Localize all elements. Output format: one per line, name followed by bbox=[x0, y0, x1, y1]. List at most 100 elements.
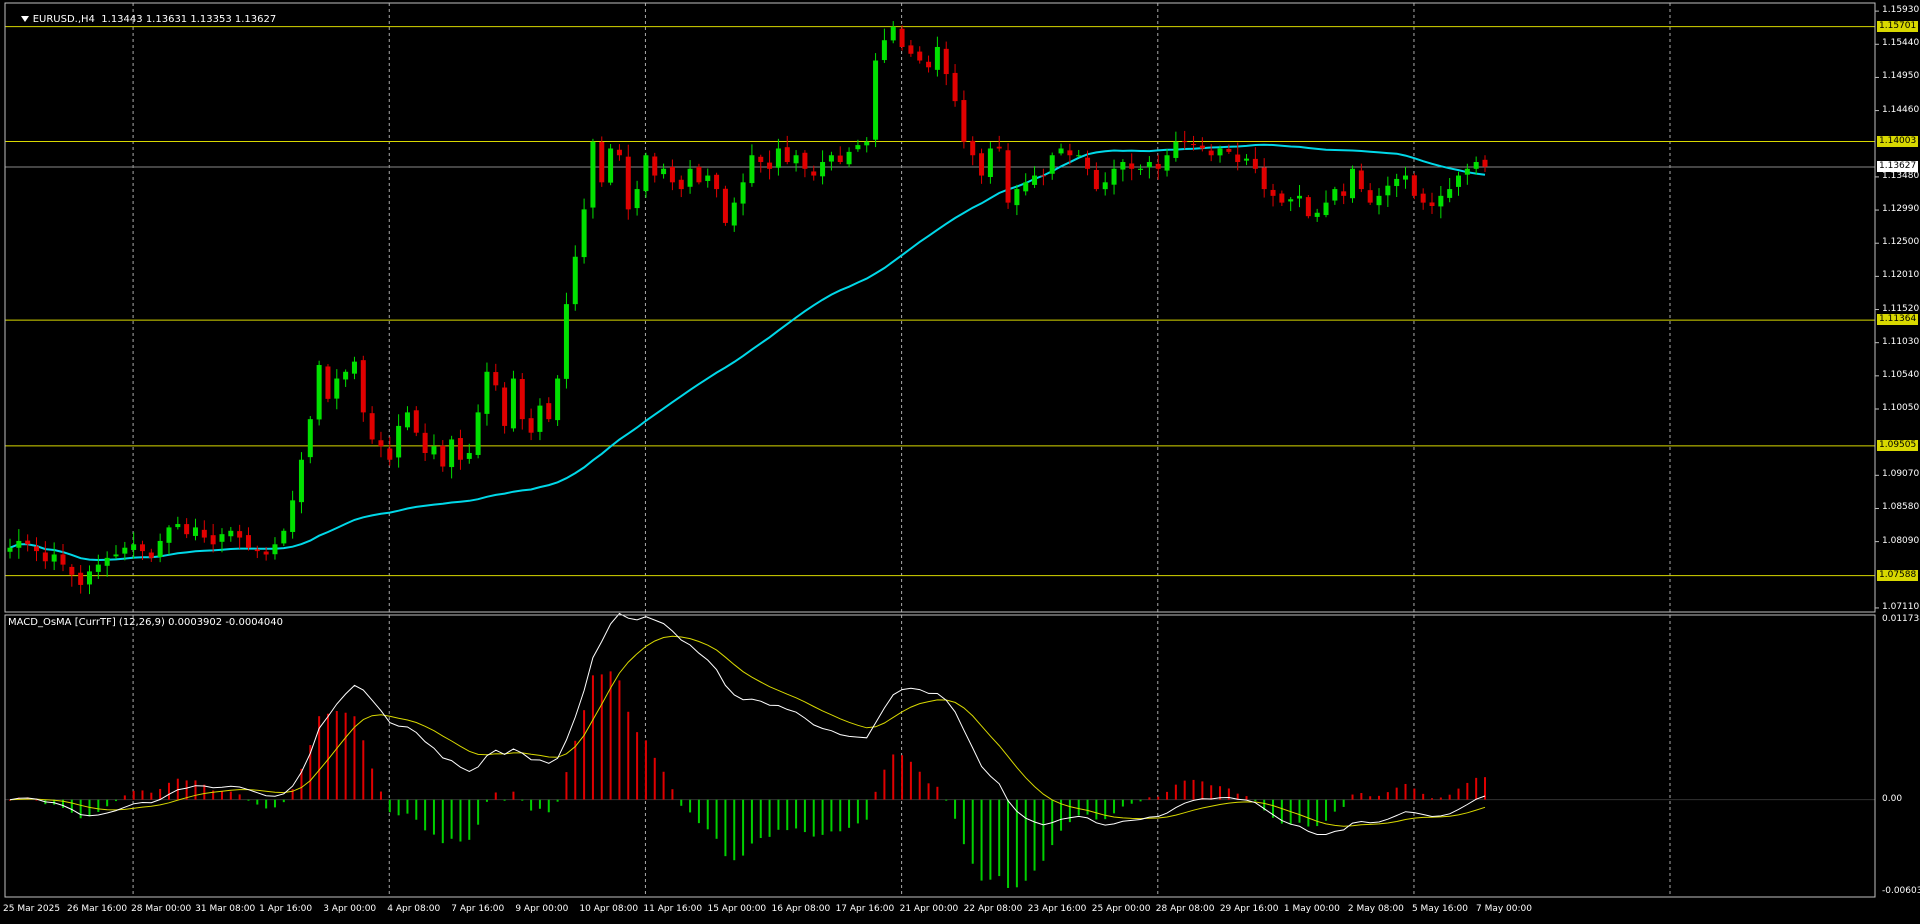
osma-bar bbox=[1236, 793, 1239, 800]
osma-bar bbox=[53, 799, 56, 805]
osma-bar bbox=[450, 799, 453, 839]
osma-bar bbox=[97, 799, 100, 812]
candle-body bbox=[1376, 195, 1382, 206]
osma-bar bbox=[238, 794, 241, 800]
candle-body bbox=[281, 530, 287, 544]
candle-body bbox=[475, 412, 481, 455]
osma-bar bbox=[724, 799, 727, 857]
time-axis-label: 17 Apr 16:00 bbox=[835, 904, 895, 914]
candle-body bbox=[669, 166, 675, 183]
osma-bar bbox=[185, 780, 188, 800]
candle-body bbox=[360, 360, 366, 413]
candle-body bbox=[351, 361, 357, 374]
time-axis-label: 31 Mar 08:00 bbox=[195, 904, 256, 914]
candle-body bbox=[148, 552, 154, 558]
price-header: EURUSD.,H4 1.13443 1.13631 1.13353 1.136… bbox=[8, 3, 276, 36]
candle-body bbox=[387, 448, 393, 460]
candle-body bbox=[599, 141, 605, 183]
candle-body bbox=[678, 179, 684, 190]
candle-body bbox=[369, 413, 375, 440]
candle-body bbox=[1093, 169, 1099, 190]
candle-body bbox=[758, 156, 764, 163]
osma-bar bbox=[874, 791, 877, 800]
osma-bar bbox=[1104, 799, 1107, 820]
time-axis-label: 23 Apr 16:00 bbox=[1027, 904, 1087, 914]
time-axis-label: 4 Apr 08:00 bbox=[387, 904, 441, 914]
price-axis-label: 1.14460 bbox=[1882, 104, 1920, 115]
candle-body bbox=[652, 156, 658, 176]
price-axis-label: 1.07110 bbox=[1882, 601, 1920, 612]
candle-body bbox=[245, 535, 251, 548]
candle-body bbox=[899, 28, 905, 47]
osma-bar bbox=[680, 799, 683, 806]
candle-body bbox=[908, 45, 914, 54]
moving-average bbox=[9, 143, 1486, 562]
osma-bar bbox=[848, 799, 851, 828]
osma-bar bbox=[1157, 796, 1160, 800]
osma-bar bbox=[379, 791, 382, 800]
candle-body bbox=[263, 551, 269, 555]
price-axis-label: 1.12990 bbox=[1882, 204, 1920, 215]
candle-body bbox=[625, 156, 631, 210]
candle-body bbox=[846, 151, 852, 165]
candle-body bbox=[1314, 212, 1320, 217]
osma-bar bbox=[1174, 784, 1177, 800]
candle-body bbox=[69, 566, 75, 575]
candle-body bbox=[1429, 202, 1435, 206]
osma-bar bbox=[1395, 787, 1398, 800]
candle-body bbox=[1385, 185, 1391, 196]
candle-body bbox=[1138, 168, 1144, 170]
osma-bar bbox=[362, 740, 365, 800]
osma-bar bbox=[803, 799, 806, 833]
osma-bar bbox=[1413, 788, 1416, 800]
candle-body bbox=[1456, 175, 1462, 187]
osma-bar bbox=[918, 771, 921, 800]
osma-bar bbox=[892, 754, 895, 800]
candle-body bbox=[1270, 189, 1276, 196]
candle-body bbox=[210, 535, 216, 545]
candle-body bbox=[334, 378, 340, 399]
time-axis-label: 7 Apr 16:00 bbox=[451, 904, 505, 914]
candle-body bbox=[555, 378, 561, 421]
candle-body bbox=[1473, 162, 1479, 169]
candle-body bbox=[802, 152, 808, 169]
osma-bar bbox=[786, 799, 789, 831]
candle-body bbox=[528, 418, 534, 433]
candle-body bbox=[1288, 199, 1294, 202]
candle-body bbox=[1067, 150, 1073, 156]
osma-bar bbox=[256, 799, 259, 805]
candle-body bbox=[811, 171, 817, 176]
level-price-tag: 1.14003 bbox=[1877, 135, 1919, 147]
candle-body bbox=[7, 547, 13, 552]
osma-bar bbox=[600, 674, 603, 800]
candle-body bbox=[1403, 175, 1409, 180]
candle-body bbox=[139, 544, 145, 552]
osma-bar bbox=[830, 799, 833, 832]
osma-bar bbox=[141, 790, 144, 800]
candle-body bbox=[784, 147, 790, 163]
osma-bar bbox=[1121, 799, 1124, 807]
chart-frame bbox=[4, 2, 1879, 898]
osma-bar bbox=[441, 799, 444, 844]
osma-bar bbox=[883, 769, 886, 800]
dropdown-triangle-icon[interactable] bbox=[20, 16, 29, 22]
osma-bar bbox=[459, 799, 462, 842]
osma-bar bbox=[194, 780, 197, 800]
horizontal-levels[interactable] bbox=[5, 26, 1875, 577]
osma-bar bbox=[114, 799, 117, 802]
candle-body bbox=[1297, 195, 1303, 199]
osma-bar bbox=[203, 784, 206, 800]
candle-body bbox=[1173, 141, 1179, 158]
candle-body bbox=[1235, 154, 1241, 163]
candle-body bbox=[449, 439, 455, 468]
candle-body bbox=[934, 46, 940, 70]
osma-bar bbox=[106, 799, 109, 807]
price-axis-label: 1.09070 bbox=[1882, 469, 1920, 480]
candle-body bbox=[1226, 148, 1232, 152]
osma-bar bbox=[839, 799, 842, 832]
candle-body bbox=[1350, 168, 1356, 199]
osma-bar bbox=[936, 786, 939, 800]
osma-bar bbox=[1077, 799, 1080, 816]
